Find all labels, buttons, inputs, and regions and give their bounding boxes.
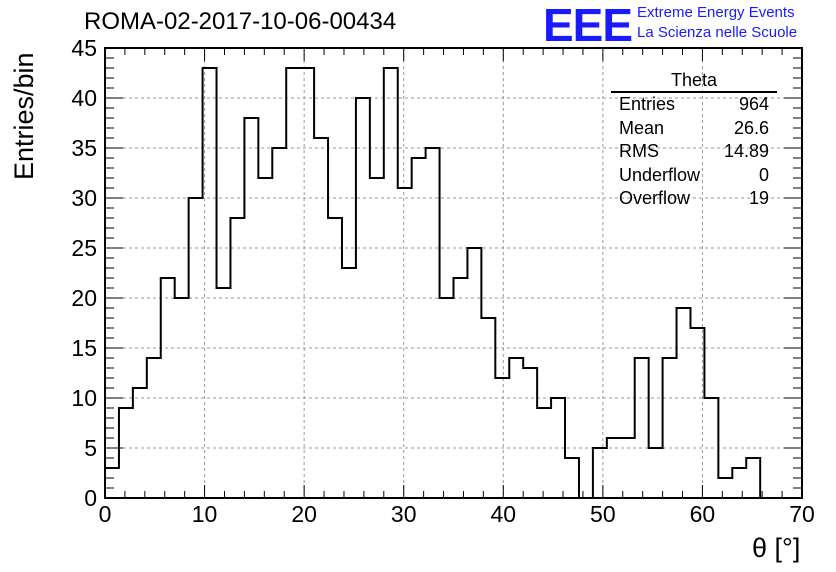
y-tick-label: 40	[71, 85, 97, 111]
y-tick-label: 25	[71, 235, 97, 261]
x-axis-label: θ [°]	[752, 533, 801, 563]
histogram-series	[104, 67, 802, 499]
stats-row-underflow: Underflow 0	[611, 164, 777, 188]
x-tick-label: 70	[789, 501, 815, 527]
stats-value: 0	[758, 164, 769, 185]
y-axis-label: Entries/bin	[9, 52, 39, 180]
x-tick-label: 30	[391, 501, 417, 527]
y-tick-label: 0	[84, 485, 97, 511]
x-tick-label: 10	[192, 501, 218, 527]
stats-label: Underflow	[619, 164, 701, 185]
stats-label: Overflow	[619, 188, 691, 208]
logo-caption: Extreme Energy Events La Scienza nelle S…	[637, 3, 797, 43]
stats-row-entries: Entries 964	[611, 93, 777, 117]
y-tick-label: 15	[71, 335, 97, 361]
y-tick-label: 10	[71, 385, 97, 411]
stats-title: Theta	[611, 70, 777, 93]
y-tick-label: 45	[71, 35, 97, 61]
y-tick-label: 20	[71, 285, 97, 311]
logo-line-1: Extreme Energy Events	[637, 4, 795, 21]
stats-row-overflow: Overflow 19	[611, 187, 777, 211]
x-tick-label: 50	[590, 501, 616, 527]
eee-logo: EEE	[543, 0, 633, 51]
x-tick-label: 60	[690, 501, 716, 527]
stats-value: 26.6	[733, 117, 769, 138]
tick-labels: 0 10 20 30 40 50 60 70 0 5 10 15 20 25 30 35 40 45	[71, 35, 814, 527]
logo-line-2: La Scienza nelle Scuole	[637, 24, 798, 41]
x-tick-label: 20	[291, 501, 317, 527]
stats-value: 19	[748, 188, 769, 208]
plot-frame	[104, 47, 803, 499]
stats-value: 964	[738, 94, 769, 114]
stats-label: Entries	[619, 94, 676, 114]
y-tick-label: 5	[84, 435, 97, 461]
y-tick-label: 30	[71, 185, 97, 211]
stats-row-mean: Mean 26.6	[611, 117, 777, 141]
chart-title: ROMA-02-2017-10-06-00434	[84, 8, 397, 35]
stats-box: Theta Entries 964 Mean 26.6 RMS 14.89 Un…	[611, 70, 777, 211]
y-tick-label: 35	[71, 135, 97, 161]
stats-row-rms: RMS 14.89	[611, 140, 777, 164]
stats-label: RMS	[619, 141, 659, 161]
stats-label: Mean	[619, 117, 665, 138]
x-tick-label: 0	[99, 501, 112, 527]
stats-value: 14.89	[723, 141, 769, 161]
x-tick-label: 40	[490, 501, 516, 527]
